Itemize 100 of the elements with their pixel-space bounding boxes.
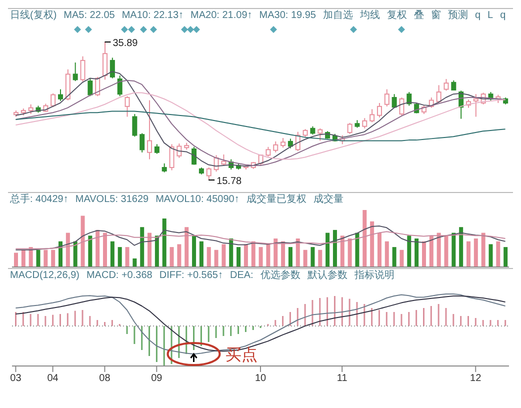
bar (407, 236, 412, 267)
bar (177, 244, 182, 267)
bar (222, 244, 226, 267)
bar (154, 236, 159, 267)
bar (14, 252, 18, 267)
text: 预测 (448, 9, 468, 22)
bar (66, 232, 70, 267)
candlestick (266, 146, 271, 158)
bar (429, 236, 434, 267)
text: 优选参数 (260, 269, 300, 282)
bar (326, 232, 330, 267)
bar (488, 244, 493, 267)
candlestick (221, 154, 226, 166)
bar (36, 250, 40, 267)
text: MA30: 19.95 (259, 9, 316, 22)
text: 均线 (360, 9, 380, 22)
bar (303, 250, 308, 267)
bar (184, 227, 189, 267)
candlestick (102, 42, 108, 80)
text: 日线(复权) (10, 9, 57, 22)
bar (296, 238, 300, 267)
bar (199, 241, 204, 267)
bar (400, 250, 404, 267)
text: MA5: 22.05 (64, 9, 115, 22)
x-tick-label: 10 (254, 373, 266, 384)
text: MAVOL10: 45090↑ (156, 193, 240, 206)
bar (414, 238, 419, 267)
text: q (474, 9, 481, 22)
text: MACD(12,26,9) (10, 269, 80, 282)
candlestick (384, 88, 390, 107)
bar (452, 232, 456, 267)
bar (348, 238, 352, 267)
x-tick-label: 11 (336, 373, 348, 384)
text: MA10: 22.13↑ (122, 9, 184, 22)
bar (148, 232, 152, 267)
candlestick (347, 122, 352, 134)
candlestick (95, 76, 100, 97)
bar (140, 227, 144, 267)
bar (110, 241, 114, 267)
candlestick (117, 75, 122, 97)
candlestick (132, 113, 138, 138)
bar (244, 244, 248, 267)
bar (51, 250, 56, 267)
x-tick-label: 12 (470, 373, 482, 384)
candlestick (192, 146, 197, 166)
text: 加自选 (322, 9, 353, 22)
x-tick-label: 09 (151, 373, 163, 384)
candlestick (58, 88, 64, 102)
text: 窗 (430, 9, 441, 22)
bar (332, 230, 337, 267)
bar (96, 230, 100, 267)
bar (504, 247, 508, 267)
text: 成交量 (313, 193, 344, 206)
bar (132, 258, 137, 267)
bar (21, 250, 26, 267)
candlestick (376, 102, 382, 118)
candlestick (110, 57, 115, 79)
candlestick (80, 56, 86, 82)
bar (162, 218, 166, 267)
bar (281, 241, 286, 267)
candlestick (28, 104, 34, 114)
bar (481, 232, 486, 267)
text: 叠 (414, 9, 424, 22)
candlestick (124, 96, 130, 118)
annotation: 35.89 (112, 38, 138, 49)
bar (206, 247, 211, 267)
bar (73, 241, 78, 267)
candlestick (72, 62, 78, 82)
x-tick-label: 03 (10, 373, 22, 384)
bar (466, 241, 470, 267)
candlestick (273, 140, 278, 153)
bar (496, 241, 500, 267)
text: DEA: (230, 269, 254, 282)
bar (118, 247, 122, 267)
bar (422, 241, 426, 267)
text: 总手: 40429↑ (10, 193, 68, 206)
bar (288, 247, 292, 267)
candlestick (444, 78, 449, 92)
text: 默认参数 (307, 269, 348, 282)
bar (370, 221, 374, 267)
bar (384, 241, 389, 267)
bar (258, 247, 263, 267)
bar (229, 238, 234, 267)
bar (170, 247, 174, 267)
bar (377, 232, 382, 267)
bar (310, 247, 315, 267)
bar (362, 210, 367, 267)
candlestick (473, 94, 478, 118)
text: MA20: 21.09↑ (190, 9, 252, 22)
text: 成交量已复权 (246, 193, 306, 206)
text: 复权 (386, 9, 407, 22)
candlestick (169, 144, 174, 171)
candlestick (392, 94, 397, 108)
bar (192, 236, 196, 267)
candlestick (206, 167, 212, 180)
bar (44, 250, 48, 267)
text: DIFF: +0.565↑ (159, 269, 223, 282)
annotation: 15.78 (216, 176, 242, 187)
candlestick (370, 108, 375, 123)
bar (355, 232, 360, 267)
